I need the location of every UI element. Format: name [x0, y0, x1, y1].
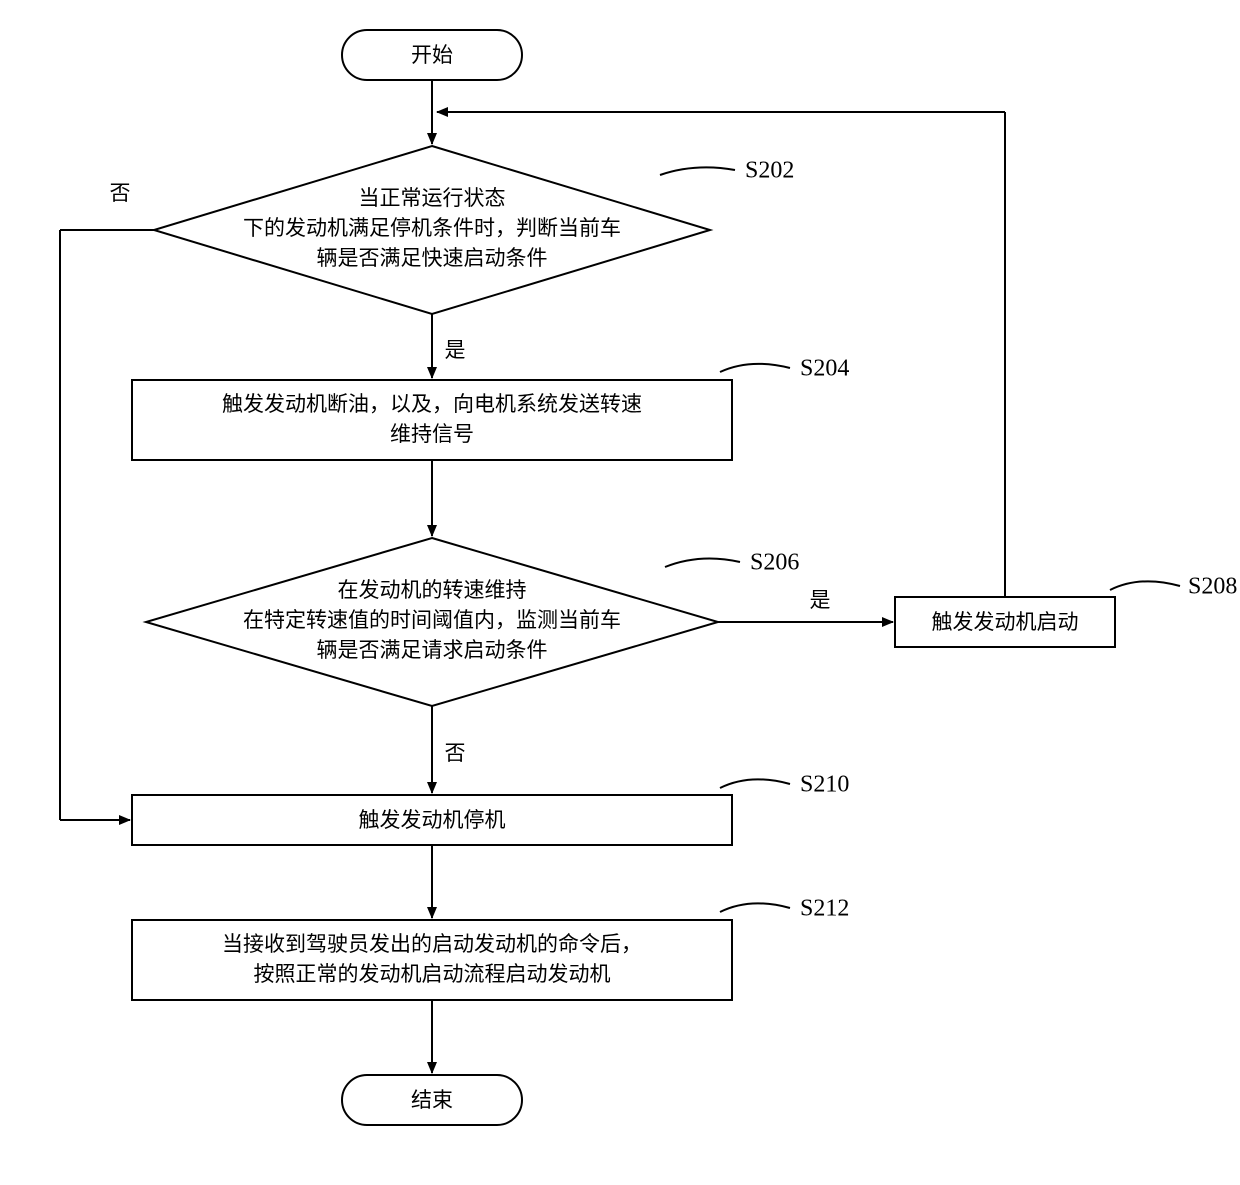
s202-step-label: S202	[745, 158, 794, 184]
s202-text-line3: 辆是否满足快速启动条件	[317, 246, 548, 270]
process-s210: 触发发动机停机	[132, 795, 732, 845]
s202-text-line2: 下的发动机满足停机条件时，判断当前车	[243, 216, 621, 240]
s210-text: 触发发动机停机	[359, 808, 506, 832]
s212-step-label: S212	[800, 896, 849, 922]
s210-step-label: S210	[800, 772, 849, 798]
s208-step-label: S208	[1188, 574, 1237, 600]
s208-leader	[1110, 581, 1180, 590]
decision-s202: 当正常运行状态 下的发动机满足停机条件时，判断当前车 辆是否满足快速启动条件	[154, 146, 710, 314]
s206-text-line1: 在发动机的转速维持	[338, 578, 527, 602]
s204-leader	[720, 364, 790, 372]
s204-text-line1: 触发发动机断油，以及，向电机系统发送转速	[222, 392, 642, 416]
process-s212: 当接收到驾驶员发出的启动发动机的命令后， 按照正常的发动机启动流程启动发动机	[132, 920, 732, 1000]
s212-text-line2: 按照正常的发动机启动流程启动发动机	[254, 962, 611, 986]
s206-text-line3: 辆是否满足请求启动条件	[317, 638, 548, 662]
start-label: 开始	[411, 43, 453, 67]
s202-leader	[660, 167, 735, 175]
flowchart-canvas: 开始 当正常运行状态 下的发动机满足停机条件时，判断当前车 辆是否满足快速启动条…	[0, 0, 1240, 1185]
s206-no-label: 否	[445, 741, 466, 765]
s212-leader	[720, 903, 790, 912]
s206-text-line2: 在特定转速值的时间阈值内，监测当前车	[243, 608, 621, 632]
s212-text-line1: 当接收到驾驶员发出的启动发动机的命令后，	[222, 932, 642, 956]
process-s204: 触发发动机断油，以及，向电机系统发送转速 维持信号	[132, 380, 732, 460]
s206-leader	[665, 558, 740, 567]
s208-text: 触发发动机启动	[932, 610, 1079, 634]
s204-text-line2: 维持信号	[390, 422, 474, 446]
s206-step-label: S206	[750, 550, 799, 576]
s202-yes-label: 是	[445, 338, 466, 362]
s204-step-label: S204	[800, 356, 849, 382]
start-node: 开始	[342, 30, 522, 80]
end-node: 结束	[342, 1075, 522, 1125]
s202-no-label: 否	[110, 181, 131, 205]
s202-text-line1: 当正常运行状态	[359, 186, 506, 210]
s206-yes-label: 是	[810, 588, 831, 612]
decision-s206: 在发动机的转速维持 在特定转速值的时间阈值内，监测当前车 辆是否满足请求启动条件	[146, 538, 718, 706]
process-s208: 触发发动机启动	[895, 597, 1115, 647]
s210-leader	[720, 779, 790, 788]
end-label: 结束	[411, 1088, 453, 1112]
